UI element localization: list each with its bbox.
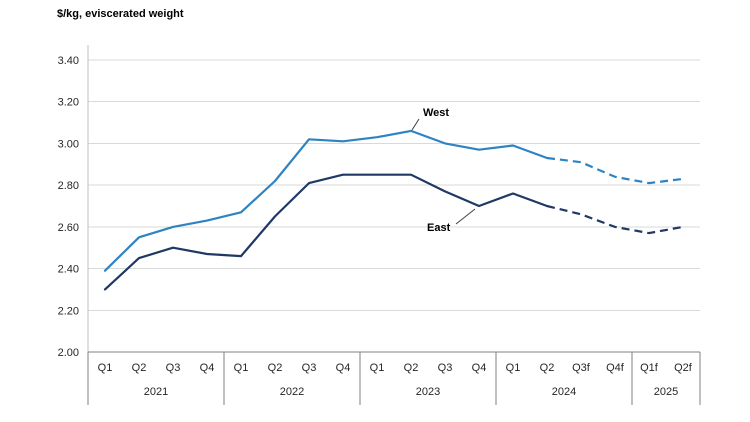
- series-annotation-label: West: [423, 107, 449, 119]
- x-axis-quarter-label: Q1: [506, 362, 521, 374]
- x-axis-quarter-label: Q3: [302, 362, 317, 374]
- x-axis-quarter-label: Q2: [404, 362, 419, 374]
- y-axis-tick-label: 2.60: [58, 222, 79, 234]
- x-axis-quarter-label: Q4f: [606, 362, 625, 374]
- x-axis-quarter-label: Q4: [336, 362, 351, 374]
- x-axis-quarter-label: Q2f: [674, 362, 693, 374]
- x-axis-quarter-label: Q1: [98, 362, 113, 374]
- west-series-line: [103, 129, 549, 272]
- x-axis-year-label: 2024: [552, 386, 576, 398]
- x-axis-quarter-label: Q1: [370, 362, 385, 374]
- x-axis-quarter-label: Q3f: [572, 362, 591, 374]
- x-axis-year-label: 2021: [144, 386, 168, 398]
- x-axis-year-label: 2022: [280, 386, 304, 398]
- annotation-leader-line: [411, 118, 420, 131]
- west-series-forecast-line: [546, 156, 684, 185]
- y-axis-tick-label: 2.40: [58, 264, 79, 276]
- x-axis-quarter-label: Q1: [234, 362, 249, 374]
- y-axis-tick-label: 3.20: [58, 97, 79, 109]
- x-axis-quarter-label: Q3: [438, 362, 453, 374]
- x-axis-quarter-label: Q4: [472, 362, 487, 374]
- y-axis-tick-label: 3.00: [58, 138, 79, 150]
- x-axis-year-label: 2025: [654, 386, 678, 398]
- y-axis-tick-label: 2.80: [58, 180, 79, 192]
- x-axis-quarter-label: Q4: [200, 362, 215, 374]
- y-axis-tick-label: 3.40: [58, 55, 79, 67]
- x-axis-quarter-label: Q1f: [640, 362, 659, 374]
- axis-unit-label: $/kg, eviscerated weight: [57, 8, 184, 20]
- x-axis-quarter-label: Q2: [268, 362, 283, 374]
- east-series-line: [103, 173, 549, 291]
- x-axis-year-label: 2023: [416, 386, 440, 398]
- y-axis-tick-label: 2.20: [58, 305, 79, 317]
- series-annotation-label: East: [427, 222, 451, 234]
- x-axis-quarter-label: Q2: [540, 362, 555, 374]
- x-axis-quarter-label: Q3: [166, 362, 181, 374]
- annotation-leader-line: [455, 208, 476, 225]
- x-axis-quarter-label: Q2: [132, 362, 147, 374]
- east-series-forecast-line: [546, 204, 684, 235]
- y-axis-tick-label: 2.00: [58, 347, 79, 359]
